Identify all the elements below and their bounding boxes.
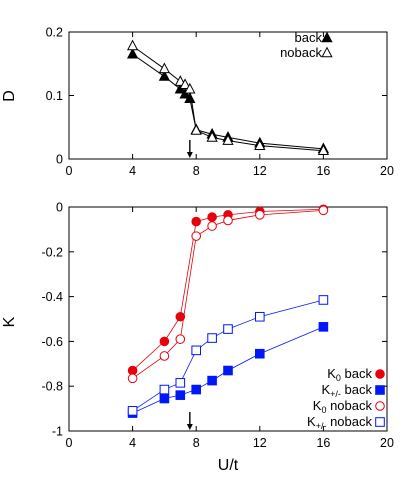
data-point bbox=[207, 375, 217, 386]
x-tick-label: 20 bbox=[380, 164, 394, 178]
x-tick-label: 4 bbox=[129, 436, 136, 450]
data-point bbox=[159, 336, 170, 347]
series-k-noback: K+/- noback bbox=[127, 295, 385, 431]
data-point bbox=[127, 365, 138, 376]
data-point bbox=[175, 378, 186, 388]
data-point bbox=[175, 334, 186, 344]
y-tick-label: -0.8 bbox=[41, 380, 63, 394]
data-point bbox=[175, 311, 186, 322]
data-point bbox=[159, 393, 170, 404]
x-tick-label: 8 bbox=[193, 436, 200, 450]
legend-label: K+/- noback bbox=[307, 414, 372, 431]
y-tick-label: 0 bbox=[56, 153, 63, 167]
data-point bbox=[127, 406, 138, 416]
data-point bbox=[191, 384, 201, 395]
data-point bbox=[191, 216, 201, 227]
legend-marker bbox=[375, 401, 385, 411]
plot-frame bbox=[68, 206, 388, 432]
data-point bbox=[191, 345, 201, 356]
legend-label: K+/- back bbox=[321, 382, 372, 399]
data-point bbox=[254, 210, 265, 220]
data-point bbox=[184, 82, 196, 94]
legend-label: back bbox=[295, 30, 323, 45]
series-line bbox=[132, 53, 324, 150]
data-point bbox=[223, 215, 233, 226]
x-tick-label: 12 bbox=[253, 164, 267, 178]
data-point bbox=[190, 124, 202, 135]
x-tick-label: 20 bbox=[380, 436, 394, 450]
data-point bbox=[127, 373, 138, 384]
data-point bbox=[207, 212, 217, 222]
data-point bbox=[184, 92, 196, 103]
legend-label: noback bbox=[280, 45, 322, 60]
transition-arrow-head bbox=[186, 424, 193, 430]
data-point bbox=[318, 295, 329, 305]
data-point bbox=[318, 205, 329, 216]
data-point bbox=[191, 231, 201, 241]
data-point bbox=[207, 221, 217, 231]
y-tick-label: -0.6 bbox=[41, 335, 63, 349]
x-tick-label: 12 bbox=[253, 436, 267, 450]
data-point bbox=[255, 348, 265, 359]
data-point bbox=[159, 351, 170, 361]
legend-label: K0 back bbox=[327, 366, 372, 383]
data-point bbox=[317, 144, 330, 156]
y-axis-title: K bbox=[1, 316, 18, 327]
data-point bbox=[158, 62, 171, 74]
x-tick-label: 0 bbox=[66, 164, 73, 178]
x-axis-title: U/t bbox=[218, 457, 239, 474]
legend-marker bbox=[375, 369, 385, 379]
y-tick-label: -1 bbox=[52, 425, 63, 439]
series-k0-noback: K0 noback bbox=[127, 205, 385, 415]
series-line bbox=[132, 208, 324, 371]
series-line bbox=[132, 45, 324, 152]
data-point bbox=[254, 139, 266, 150]
data-point bbox=[223, 365, 233, 376]
data-point bbox=[158, 70, 171, 81]
data-point bbox=[222, 134, 234, 145]
y-tick-label: -0.4 bbox=[41, 290, 63, 304]
x-tick-label: 16 bbox=[316, 164, 330, 178]
y-tick-label: 0 bbox=[56, 201, 63, 215]
x-tick-label: 4 bbox=[129, 164, 136, 178]
data-point bbox=[126, 47, 139, 59]
legend-marker bbox=[375, 385, 385, 395]
legend-label: K0 noback bbox=[313, 398, 373, 415]
data-point bbox=[318, 322, 329, 332]
data-point bbox=[179, 78, 191, 90]
data-point bbox=[206, 131, 218, 142]
y-tick-label: -0.2 bbox=[41, 245, 63, 259]
transition-arrow-head bbox=[186, 152, 193, 158]
y-tick-label: 0.1 bbox=[46, 89, 63, 103]
series-k-back: K+/- back bbox=[127, 322, 385, 418]
data-point bbox=[126, 39, 139, 51]
data-point bbox=[179, 87, 191, 99]
legend-marker bbox=[375, 417, 385, 427]
x-tick-label: 16 bbox=[316, 436, 330, 450]
data-point bbox=[223, 324, 233, 334]
data-point bbox=[175, 390, 186, 400]
data-point bbox=[255, 311, 265, 322]
data-point bbox=[159, 384, 170, 395]
y-axis-title: D bbox=[1, 90, 18, 102]
series-noback: noback bbox=[126, 39, 333, 156]
data-point bbox=[207, 333, 217, 343]
legend-marker bbox=[321, 31, 333, 43]
y-tick-label: 0.2 bbox=[46, 26, 63, 40]
x-tick-label: 0 bbox=[66, 436, 73, 450]
legend-marker bbox=[321, 46, 333, 58]
x-tick-label: 8 bbox=[193, 164, 200, 178]
